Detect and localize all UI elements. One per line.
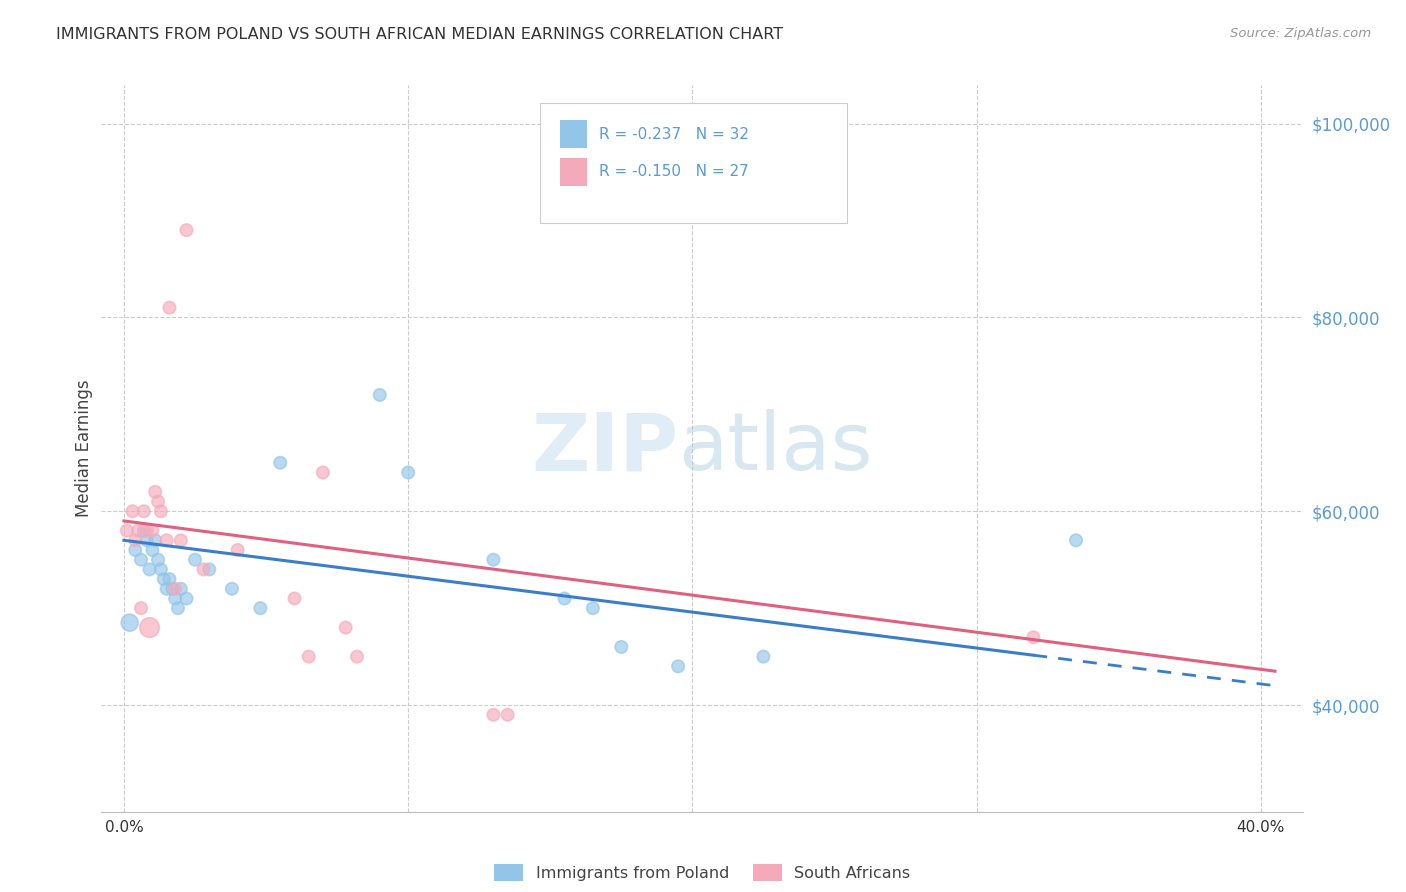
Point [149, 562, 172, 576]
Point [129, 601, 152, 615]
FancyBboxPatch shape [540, 103, 846, 223]
Point [1022, 630, 1045, 644]
Point [143, 484, 166, 499]
Point [159, 301, 181, 315]
Point [368, 388, 391, 402]
Point [198, 562, 221, 576]
Point [553, 591, 575, 606]
Text: R = -0.150   N = 27: R = -0.150 N = 27 [599, 164, 748, 179]
Y-axis label: Median Earnings: Median Earnings [75, 379, 93, 517]
Point [129, 552, 152, 566]
Point [155, 582, 177, 596]
Bar [561, 120, 586, 148]
Point [176, 591, 198, 606]
Point [335, 621, 357, 635]
Point [146, 494, 169, 508]
Point [141, 543, 163, 558]
Point [165, 591, 187, 606]
Point [135, 524, 157, 538]
Bar [561, 158, 586, 186]
Point [176, 223, 198, 237]
Point [226, 543, 249, 558]
Point [752, 649, 775, 664]
Point [312, 466, 335, 480]
Text: IMMIGRANTS FROM POLAND VS SOUTH AFRICAN MEDIAN EARNINGS CORRELATION CHART: IMMIGRANTS FROM POLAND VS SOUTH AFRICAN … [56, 27, 783, 42]
Point [170, 533, 193, 548]
Point [152, 572, 174, 586]
Point [146, 552, 169, 566]
Point [482, 552, 505, 566]
Point [115, 524, 138, 538]
Point [482, 707, 505, 722]
Point [346, 649, 368, 664]
Point [138, 621, 160, 635]
Point [221, 582, 243, 596]
Point [132, 504, 155, 518]
Text: R = -0.237   N = 32: R = -0.237 N = 32 [599, 127, 749, 142]
Point [496, 707, 519, 722]
Text: Source: ZipAtlas.com: Source: ZipAtlas.com [1230, 27, 1371, 40]
Point [193, 562, 215, 576]
Point [162, 582, 184, 596]
Point [132, 524, 155, 538]
Point [165, 582, 187, 596]
Point [170, 582, 193, 596]
Point [135, 533, 157, 548]
Point [298, 649, 321, 664]
Point [138, 562, 160, 576]
Point [167, 601, 190, 615]
Point [610, 640, 633, 654]
Point [249, 601, 271, 615]
Point [582, 601, 605, 615]
Point [124, 543, 146, 558]
Point [143, 533, 166, 548]
Point [121, 504, 143, 518]
Text: atlas: atlas [678, 409, 873, 487]
Point [127, 524, 149, 538]
Point [149, 504, 172, 518]
Point [666, 659, 689, 673]
Point [124, 533, 146, 548]
Point [283, 591, 305, 606]
Point [141, 524, 163, 538]
Text: ZIP: ZIP [531, 409, 678, 487]
Point [159, 572, 181, 586]
Point [184, 552, 207, 566]
Point [118, 615, 141, 630]
Point [269, 456, 291, 470]
Point [396, 466, 419, 480]
Legend: Immigrants from Poland, South Africans: Immigrants from Poland, South Africans [488, 858, 917, 888]
Point [155, 533, 177, 548]
Point [1064, 533, 1087, 548]
